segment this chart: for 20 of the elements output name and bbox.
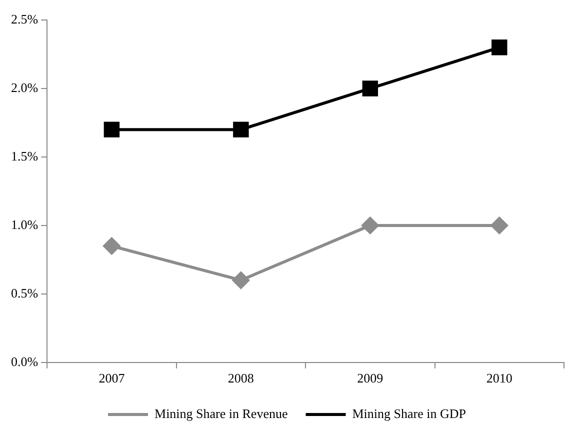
y-tick-label: 1.0%: [10, 216, 38, 232]
point: [362, 80, 378, 96]
point: [492, 40, 508, 56]
y-tick-label: 1.5%: [10, 148, 38, 164]
x-tick-label: 2007: [98, 370, 126, 386]
point: [490, 216, 508, 234]
y-tick-label: 0.5%: [10, 285, 38, 300]
point: [232, 272, 250, 289]
legend-label: Mining Share in GDP: [352, 406, 466, 421]
point: [104, 122, 120, 138]
x-tick-label: 2009: [357, 370, 384, 386]
point: [103, 237, 120, 254]
y-tick-label: 0.0%: [10, 354, 38, 369]
y-tick-label: 2.5%: [10, 11, 38, 26]
point: [233, 122, 249, 138]
legend-label: Mining Share in Revenue: [154, 406, 288, 421]
x-tick-label: 2010: [486, 370, 512, 386]
x-tick-label: 2008: [228, 370, 254, 386]
point: [362, 216, 379, 234]
y-tick-label: 2.0%: [10, 80, 38, 95]
